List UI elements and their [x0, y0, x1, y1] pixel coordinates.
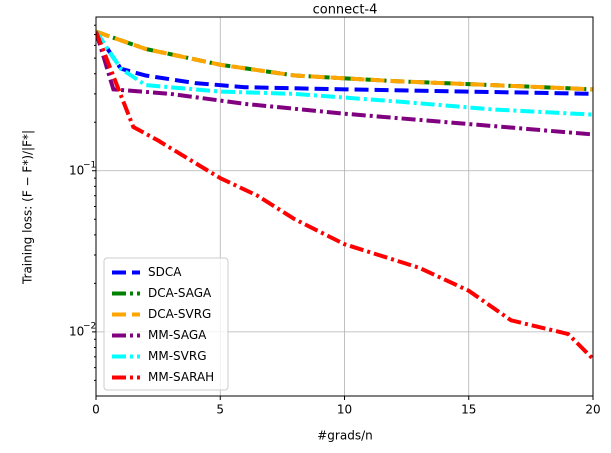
legend-box — [103, 257, 229, 391]
x-tick-label: 5 — [216, 403, 224, 417]
line-series — [96, 29, 593, 92]
y-axis-label: Training loss: (F − F*)/|F*| — [21, 130, 35, 285]
legend-label: MM-SAGA — [148, 328, 207, 342]
line-series — [96, 31, 593, 137]
legend-label: SDCA — [148, 265, 182, 279]
y-tick-exponent: −1 — [83, 160, 96, 170]
x-tick-label: 20 — [585, 403, 600, 417]
x-tick-label: 15 — [461, 403, 476, 417]
y-tick-label: 10 — [69, 163, 84, 177]
legend-label: DCA-SVRG — [148, 307, 211, 321]
line-series — [96, 30, 593, 361]
plot-frame — [95, 16, 594, 397]
legend-label: MM-SARAH — [148, 370, 214, 384]
legend-label: MM-SVRG — [148, 349, 207, 363]
line-series — [96, 30, 593, 96]
chart-title: connect-4 — [313, 3, 378, 18]
line-series — [96, 30, 593, 117]
y-tick-exponent: −2 — [83, 321, 96, 331]
legend-label: DCA-SAGA — [148, 286, 212, 300]
x-axis-label: #grads/n — [317, 429, 372, 443]
x-tick-label: 0 — [92, 403, 100, 417]
y-tick-label: 10 — [69, 324, 84, 338]
x-tick-label: 10 — [337, 403, 352, 417]
